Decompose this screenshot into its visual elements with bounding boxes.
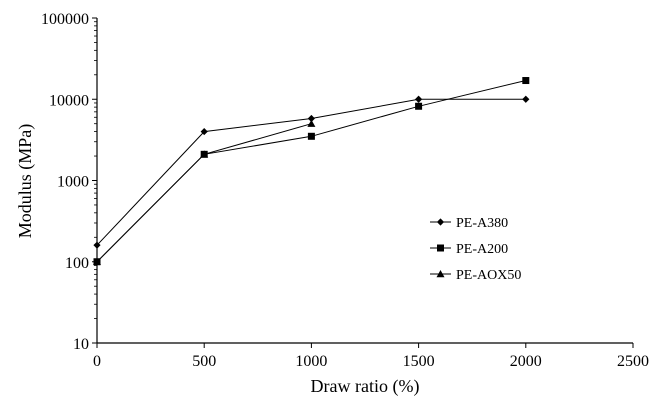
y-tick-label: 1000 [57,174,89,191]
x-tick-label: 500 [192,353,216,370]
x-tick-label: 0 [93,353,101,370]
legend-label: PE-A200 [456,242,508,257]
series-layer [93,77,530,266]
axes: 0 500 1000 1500 2000 2500 10 100 1000 10000 10000… [41,11,649,370]
series-line [96,123,312,263]
data-point [93,241,101,249]
data-point [93,257,101,265]
data-point [307,114,315,123]
y-axis-title: Modulus (MPa) [15,124,36,239]
x-tick-label: 1000 [295,353,327,370]
y-tick-label: 10000 [49,92,89,109]
legend-marker [436,218,445,226]
data-point [200,150,209,158]
y-tick-label: 100000 [41,11,89,28]
legend-label: PE-AOX50 [456,268,521,283]
x-ticks: 0 500 1000 1500 2000 2500 [93,343,649,370]
legend-marker [436,270,445,278]
data-point [522,95,530,103]
series-pe-a200 [93,77,530,266]
data-point [200,127,208,136]
x-axis-title: Draw ratio (%) [311,376,420,397]
series-line [96,80,526,263]
data-point [307,132,315,140]
legend-item: PE-A200 [430,242,508,257]
legend-label: PE-A380 [456,216,508,231]
y-ticks: 10 100 1000 10000 100000 [41,11,97,353]
legend-item: PE-A380 [430,216,508,231]
data-point [415,95,423,103]
legend-marker [437,244,444,252]
data-point [522,77,530,85]
x-tick-label: 2000 [510,353,542,370]
y-tick-label: 10 [73,336,89,353]
series-pe-aox50 [93,119,316,265]
y-tick-label: 100 [65,255,89,272]
legend: PE-A380 PE-A200 PE-AOX50 [430,216,521,283]
data-point [307,119,316,127]
data-point [415,102,423,110]
legend-item: PE-AOX50 [430,268,521,283]
x-tick-label: 1500 [403,353,435,370]
x-tick-label: 2500 [617,353,649,370]
series-pe-a380 [93,95,530,249]
